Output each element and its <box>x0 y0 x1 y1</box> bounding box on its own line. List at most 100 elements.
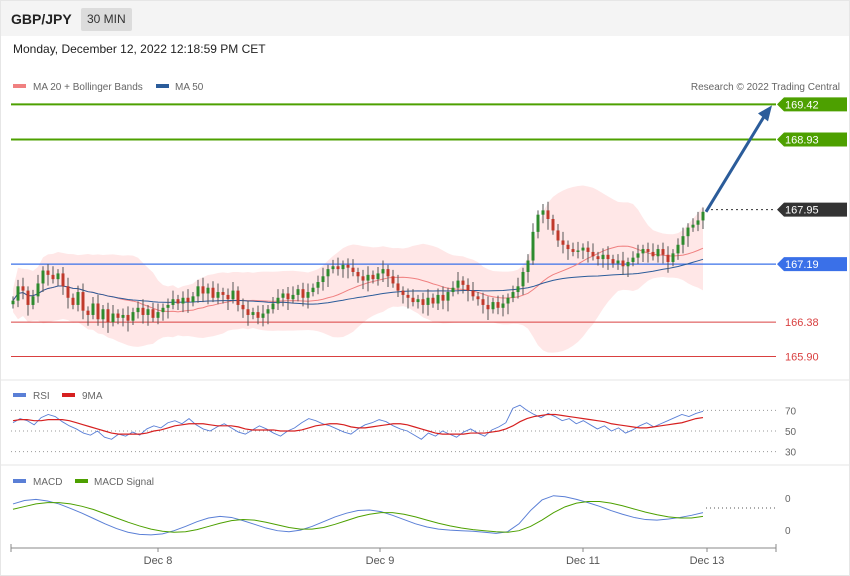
x-axis-label-2: Dec 9 <box>366 555 395 567</box>
candle-body <box>541 210 545 215</box>
candle-body <box>281 293 285 298</box>
candle-body <box>401 290 405 295</box>
candle <box>296 284 300 302</box>
credit-label: Research © 2022 Trading Central <box>691 82 840 93</box>
candle <box>256 305 260 325</box>
candle-body <box>291 294 295 300</box>
candle-body <box>66 286 70 298</box>
candle <box>181 291 185 313</box>
candle <box>91 297 95 320</box>
candle-body <box>226 294 230 300</box>
candle-body <box>556 230 560 241</box>
candle-body <box>296 289 300 295</box>
chart-header: GBP/JPY 30 MIN <box>1 1 849 36</box>
timeframe-button[interactable]: 30 MIN <box>81 8 132 31</box>
candle-body <box>11 300 15 305</box>
level-tag-1 <box>777 97 847 112</box>
candle <box>126 306 130 332</box>
candle-body <box>596 256 600 260</box>
candle-body <box>531 231 535 261</box>
candle <box>641 244 645 262</box>
candle-body <box>396 283 400 291</box>
candle-body <box>356 271 360 277</box>
candle-body <box>506 297 510 304</box>
macd-signal-legend-label: MACD Signal <box>94 477 154 488</box>
ma50-legend-swatch <box>156 84 169 88</box>
candle <box>501 294 505 317</box>
candle-body <box>436 294 440 304</box>
candle <box>311 283 315 297</box>
candle <box>486 296 490 320</box>
candle <box>96 294 100 326</box>
candle-body <box>316 282 320 288</box>
candle <box>66 277 70 309</box>
candle-body <box>386 269 390 277</box>
candle <box>656 244 660 263</box>
candle <box>621 251 625 275</box>
candle-body <box>681 236 685 245</box>
level-label-2: 168.93 <box>785 134 819 146</box>
candle-body <box>196 286 200 297</box>
candle-body <box>91 303 95 315</box>
candle <box>231 282 235 304</box>
candle <box>166 298 170 319</box>
candle <box>356 267 360 283</box>
rsi-ma-line <box>12 413 704 435</box>
candle-body <box>696 220 700 225</box>
candle-body <box>326 269 330 277</box>
candle <box>646 242 650 263</box>
x-axis-label-1: Dec 8 <box>144 555 173 567</box>
candle-body <box>171 299 175 305</box>
candle <box>511 285 515 303</box>
candle-body <box>286 293 290 300</box>
candle <box>136 301 140 319</box>
candle <box>371 270 375 284</box>
candle-body <box>426 297 430 305</box>
candle-body <box>636 253 640 258</box>
level-tag-4 <box>777 257 847 272</box>
candle <box>401 286 405 304</box>
forecast-arrow-shaft <box>704 112 768 213</box>
candle-body <box>501 303 505 308</box>
candle <box>571 242 575 257</box>
candle <box>246 300 250 326</box>
candle <box>581 243 585 260</box>
macd-tick-upper: 0 <box>785 494 791 505</box>
candle-body <box>331 266 335 270</box>
candle-body <box>81 292 85 311</box>
candle-body <box>591 251 595 257</box>
candle-body <box>191 296 195 303</box>
candle <box>71 293 75 310</box>
candle-body <box>611 259 615 264</box>
candle-body <box>381 269 385 274</box>
candle <box>26 286 30 316</box>
candle <box>391 269 395 288</box>
candle-body <box>61 273 65 287</box>
candle <box>236 286 240 312</box>
candle-body <box>36 283 40 297</box>
candle <box>111 304 115 327</box>
candle-body <box>571 249 575 252</box>
candle-body <box>106 309 110 323</box>
candle-body <box>366 274 370 281</box>
level-label-5: 166.38 <box>785 317 819 329</box>
candle-body <box>311 287 315 293</box>
candle <box>616 254 620 270</box>
macd-line <box>12 495 704 536</box>
candle-body <box>391 276 395 284</box>
candle-body <box>476 296 480 300</box>
candle-body <box>586 247 590 252</box>
candle <box>306 283 310 309</box>
candle-body <box>486 304 490 310</box>
candle-body <box>346 264 350 268</box>
candle-body <box>166 304 170 308</box>
candle <box>276 289 280 310</box>
candle-body <box>576 250 580 252</box>
level-label-4: 167.19 <box>785 259 819 271</box>
candle <box>551 214 555 235</box>
x-axis-label-3: Dec 11 <box>566 555 600 567</box>
candle <box>576 241 580 259</box>
candle <box>651 243 655 261</box>
candle-body <box>251 312 255 315</box>
